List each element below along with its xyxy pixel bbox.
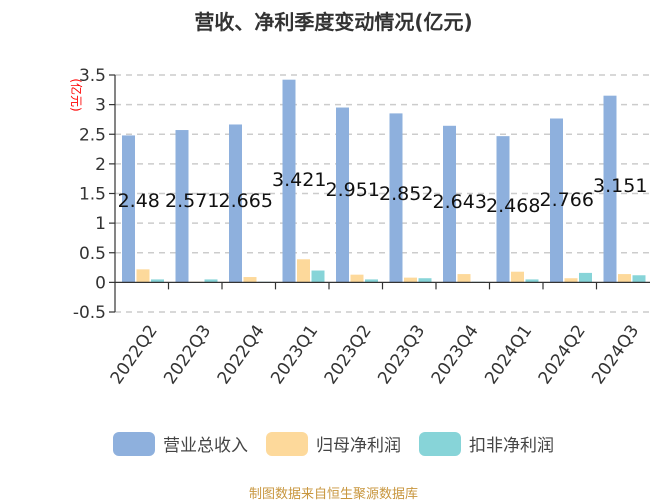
x-tick-label: 2023Q3 [374, 321, 429, 388]
x-tick-label: 2024Q1 [481, 321, 536, 388]
legend-item-deducted-net-profit[interactable]: 扣非净利润 [419, 431, 554, 456]
y-tick-label: 1 [95, 214, 106, 234]
source-note: 制图数据来自恒生聚源数据库 [248, 487, 418, 502]
bar[interactable] [204, 279, 218, 283]
bar[interactable] [457, 274, 471, 283]
bar[interactable] [443, 125, 456, 283]
bar[interactable] [496, 136, 510, 283]
x-axis-labels: 2022Q22022Q32022Q42023Q12023Q22023Q32023… [107, 321, 644, 388]
legend-label: 归母净利润 [316, 436, 401, 456]
bar[interactable] [365, 279, 378, 283]
bar[interactable] [564, 278, 578, 283]
x-tick-label: 2022Q4 [214, 321, 269, 388]
bar[interactable] [618, 274, 631, 283]
bar[interactable] [389, 113, 403, 283]
x-tick-label: 2024Q3 [588, 321, 643, 388]
legend-label: 扣非净利润 [469, 436, 554, 456]
x-tick-label: 2022Q2 [107, 321, 162, 388]
bar[interactable] [632, 275, 646, 283]
legend-label: 营业总收入 [163, 436, 248, 456]
y-tick-label: 2 [95, 155, 106, 175]
legend: 营业总收入 归母净利润 扣非净利润 [0, 431, 667, 456]
bar[interactable] [350, 274, 364, 283]
x-tick-label: 2023Q4 [428, 321, 483, 388]
x-tick-label: 2023Q1 [267, 321, 322, 388]
y-tick-label: -0.5 [73, 303, 106, 323]
bar[interactable] [282, 79, 296, 283]
bar[interactable] [579, 272, 592, 283]
data-label: 2.665 [219, 190, 273, 212]
y-tick-label: 2.5 [79, 125, 106, 145]
data-label: 2.951 [326, 179, 380, 201]
bar[interactable] [418, 278, 432, 283]
legend-item-net-profit[interactable]: 归母净利润 [266, 431, 401, 456]
data-label: 2.571 [165, 190, 219, 212]
bars [122, 79, 646, 283]
bar[interactable] [336, 107, 349, 283]
bar[interactable] [525, 279, 539, 283]
chart-title: 营收、净利季度变动情况(亿元) [194, 10, 473, 34]
revenue-swatch-icon [113, 431, 155, 456]
bar[interactable] [404, 277, 417, 283]
y-tick-label: 1.5 [79, 185, 106, 205]
y-axis: -0.5 0 0.5 1 1.5 2 2.5 3 3.5 [73, 66, 650, 323]
bar[interactable] [603, 95, 617, 283]
y-tick-label: 0 [95, 273, 106, 293]
data-label: 2.468 [486, 195, 540, 217]
y-tick-label: 3.5 [79, 66, 106, 86]
net-profit-swatch-icon [266, 431, 308, 456]
x-tick-label: 2022Q3 [160, 321, 215, 388]
bar-chart: -0.500.511.522.533.5 2022Q22022Q32022Q42… [69, 66, 650, 388]
data-label: 2.852 [379, 183, 433, 205]
x-tick-label: 2024Q2 [535, 321, 590, 388]
gridlines [115, 74, 650, 313]
data-label: 3.151 [593, 175, 647, 197]
data-label: 2.643 [433, 191, 487, 213]
deducted-net-profit-swatch-icon [419, 431, 461, 456]
bar[interactable] [136, 269, 150, 283]
bar[interactable] [229, 124, 242, 283]
bar[interactable] [243, 277, 257, 283]
bar[interactable] [122, 135, 135, 283]
x-tick-label: 2023Q2 [321, 321, 376, 388]
data-label: 3.421 [272, 169, 326, 191]
data-label: 2.766 [540, 189, 594, 211]
data-label: 2.48 [118, 190, 160, 212]
y-tick-label: 0.5 [79, 244, 106, 264]
bar[interactable] [511, 271, 524, 283]
bar[interactable] [175, 130, 189, 283]
bar[interactable] [151, 279, 164, 283]
bar[interactable] [297, 259, 310, 283]
bar[interactable] [550, 118, 563, 283]
y-unit-label: (亿元) [69, 78, 84, 111]
bar[interactable] [311, 270, 325, 283]
legend-item-revenue[interactable]: 营业总收入 [113, 431, 248, 456]
y-tick-label: 3 [95, 96, 106, 116]
